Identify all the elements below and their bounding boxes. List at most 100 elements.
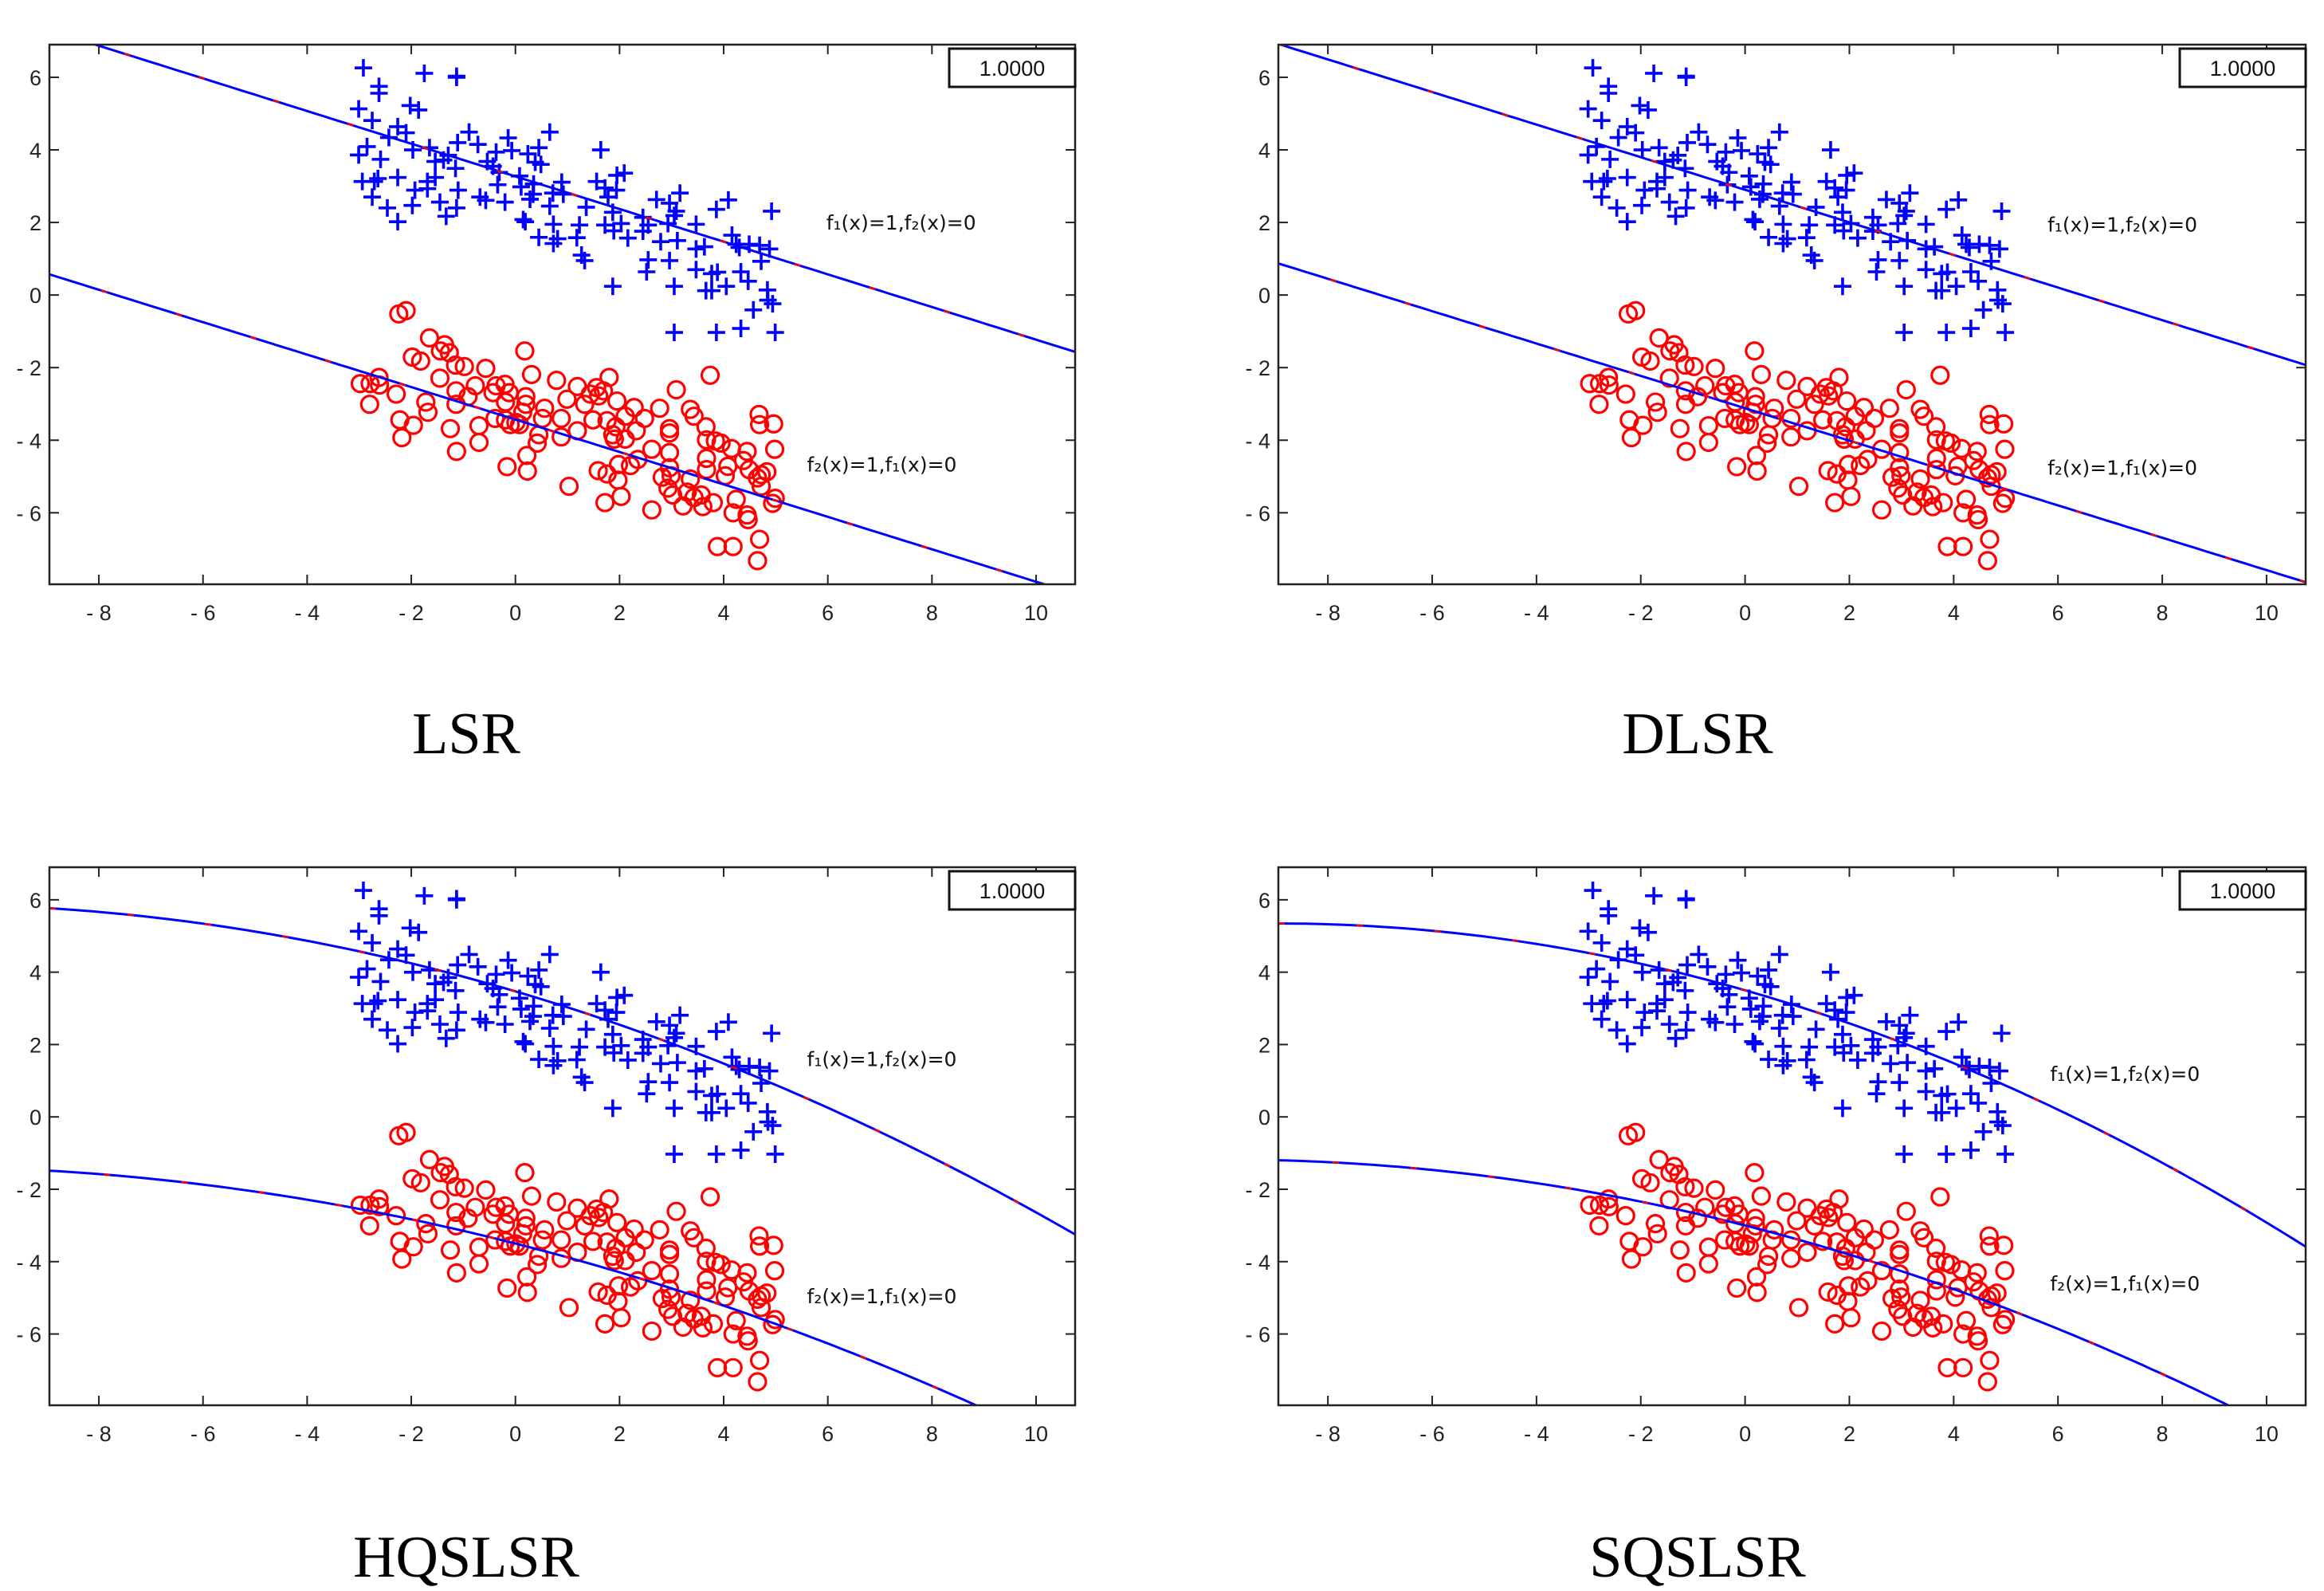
circle-point [446, 381, 466, 401]
x-tick-label: 10 [2255, 601, 2279, 625]
circle-point [1747, 1283, 1767, 1302]
circle-point [1864, 1230, 1884, 1250]
circle-point [557, 389, 577, 409]
circle-point [1956, 1310, 1977, 1330]
circle-point [604, 1251, 624, 1271]
circle-point [748, 1372, 767, 1392]
plus-point [1947, 277, 1965, 296]
panel-title: DLSR [1622, 701, 1773, 767]
circle-point [597, 464, 617, 484]
plus-point [763, 1024, 781, 1043]
circle-point [1968, 1331, 1988, 1351]
plus-point [371, 150, 390, 168]
x-tick-label: 0 [1739, 601, 1751, 625]
x-tick-label: 2 [614, 601, 626, 625]
decision-boundary-line [1278, 922, 2306, 1248]
plus-point [577, 198, 595, 216]
plus-point [1961, 263, 1980, 281]
circle-point [410, 1173, 430, 1192]
y-tick-label: - 6 [16, 1323, 41, 1347]
plus-point [1890, 1074, 1909, 1092]
panel-title: HQSLSR [353, 1525, 579, 1590]
circle-point [1781, 427, 1801, 447]
plus-point [1990, 1062, 2008, 1080]
circle-point [737, 442, 757, 462]
circle-point [1981, 1286, 2001, 1306]
circle-point [1676, 1263, 1696, 1283]
plus-point [1917, 1082, 1935, 1101]
plus-point [1877, 1012, 1895, 1031]
plus-point [552, 173, 571, 191]
circle-point [559, 476, 579, 497]
plus-point [514, 1032, 532, 1051]
circle-point [1758, 1246, 1779, 1267]
plus-point [615, 164, 634, 183]
plus-point [687, 215, 705, 234]
circle-point [1589, 1195, 1610, 1216]
circle-point [1580, 374, 1600, 394]
plus-point [1848, 229, 1867, 247]
circle-point [1757, 1255, 1777, 1275]
circle-point [681, 469, 701, 489]
plus-point [1826, 1038, 1844, 1056]
plus-point [723, 1048, 741, 1067]
circle-point [430, 368, 450, 388]
plus-point [1588, 137, 1606, 155]
circle-point [1698, 1254, 1718, 1274]
circle-point [1879, 399, 1899, 418]
circle-point [1675, 355, 1695, 375]
plus-point [1917, 215, 1935, 234]
circle-point [580, 1206, 600, 1226]
circle-point [1823, 381, 1843, 401]
plus-point [596, 179, 614, 197]
circle-point [410, 351, 430, 371]
panel-lsr: - 8 - 6 - 4 - 2 0 2 4 6 8 10 - 6 - 4 - 2 0 2 4 6 f₁(x)=1,… [16, 43, 1077, 625]
circle-point [1926, 430, 1946, 450]
circle-point [666, 379, 686, 400]
plus-point [519, 967, 537, 985]
plus-point [1746, 213, 1765, 231]
circle-point [723, 536, 743, 556]
axes-frame [48, 43, 1077, 586]
plus-point [1838, 988, 1856, 1007]
circle-point [588, 461, 608, 481]
plus-point [1633, 963, 1651, 981]
plus-point [370, 84, 388, 103]
plus-point [1961, 1085, 1980, 1103]
circle-point [430, 1190, 450, 1210]
circle-point [1647, 403, 1667, 422]
x-tick-label: 6 [822, 601, 834, 625]
decision-boundary-line [1278, 45, 2306, 367]
plus-point [363, 112, 382, 130]
circle-point [589, 1208, 609, 1228]
x-tick-label: - 4 [1524, 601, 1549, 625]
y-tick-label: - 4 [16, 1251, 41, 1275]
plus-point [1774, 1056, 1792, 1074]
circle-point [1941, 433, 1961, 453]
circle-point [446, 442, 466, 462]
x-tick-label: - 2 [398, 601, 424, 625]
plus-point [1677, 68, 1695, 86]
circle-point [416, 392, 436, 412]
plus-point [446, 981, 465, 1000]
plus-point [389, 213, 407, 231]
circle-point [1818, 461, 1838, 481]
circle-point [1914, 1228, 1934, 1247]
x-tick-label: - 6 [1419, 1422, 1445, 1446]
circle-point [1660, 341, 1680, 361]
plus-point [639, 1073, 658, 1091]
plus-point [1895, 1099, 1914, 1118]
plus-point [1949, 1013, 1968, 1031]
circle-point [650, 399, 669, 418]
circle-point [1967, 442, 1987, 462]
plus-point [1635, 181, 1654, 199]
y-tick-label: 2 [29, 211, 41, 235]
plus-point [764, 1117, 782, 1135]
plus-point [1845, 986, 1863, 1004]
circle-point [1819, 386, 1839, 406]
plus-point [1981, 1059, 1999, 1077]
circle-point [496, 392, 516, 412]
circle-point [711, 433, 731, 453]
circle-point [454, 1178, 474, 1198]
plus-point [389, 1035, 407, 1053]
